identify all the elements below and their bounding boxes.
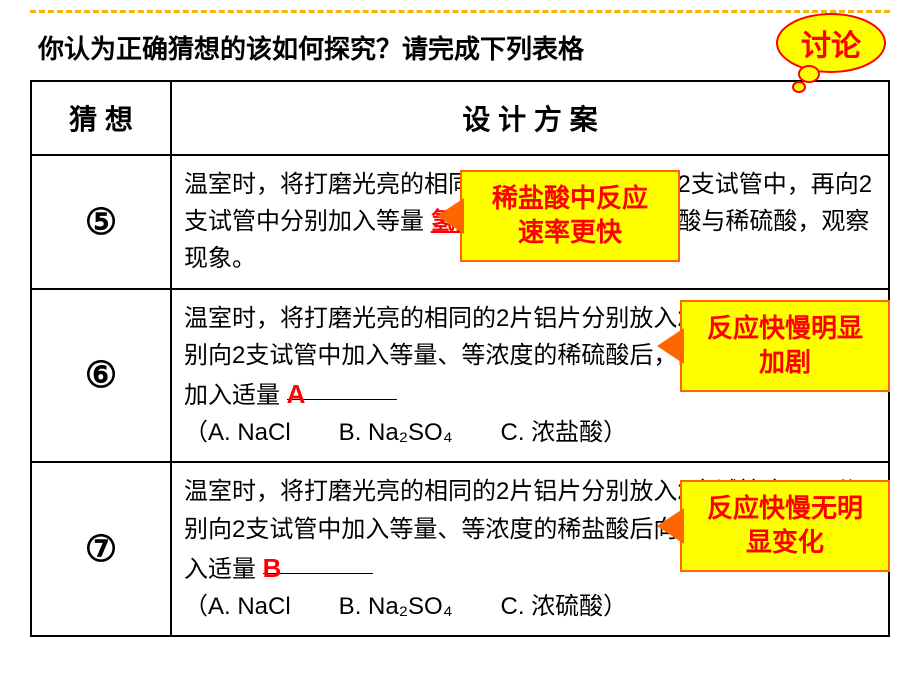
- callout-arrow-icon: [440, 200, 464, 232]
- callout-3: 反应快慢无明 显变化: [680, 480, 890, 572]
- row-num-5: ⑤: [31, 155, 171, 289]
- row-num-6: ⑥: [31, 289, 171, 463]
- header-plan: 设 计 方 案: [171, 81, 889, 155]
- table-header-row: 猜 想 设 计 方 案: [31, 81, 889, 155]
- question-row: 你认为正确猜想的该如何探究？请完成下列表格 讨论: [30, 17, 890, 80]
- row-num-7: ⑦: [31, 462, 171, 636]
- top-dashed-border: [30, 10, 890, 13]
- circled-5: ⑤: [85, 201, 117, 242]
- discuss-label: 讨论: [776, 13, 886, 73]
- callout-arrow-icon: [660, 330, 684, 362]
- callout-arrow-icon: [660, 510, 684, 542]
- plan6-options: （A. NaCl B. Na₂SO₄ C. 浓盐酸）: [184, 419, 627, 446]
- circled-7: ⑦: [85, 528, 117, 569]
- callout-1: 稀盐酸中反应 速率更快: [460, 170, 680, 262]
- header-guess: 猜 想: [31, 81, 171, 155]
- question-text: 你认为正确猜想的该如何探究？请完成下列表格: [38, 29, 584, 66]
- plan7-options: （A. NaCl B. Na₂SO₄ C. 浓硫酸）: [184, 593, 627, 620]
- callout2-line1: 反应快慢明显: [707, 314, 863, 343]
- callout-2: 反应快慢明显 加剧: [680, 300, 890, 392]
- discuss-bubble: 讨论: [776, 13, 896, 83]
- circled-6: ⑥: [85, 354, 117, 395]
- callout3-line2: 显变化: [746, 528, 824, 557]
- callout1-line1: 稀盐酸中反应: [492, 184, 648, 213]
- callout2-line2: 加剧: [759, 348, 811, 377]
- plan6-answer: A: [287, 379, 306, 409]
- plan6-blank: A: [287, 374, 397, 400]
- callout3-line1: 反应快慢无明: [707, 494, 863, 523]
- plan7-blank: B: [263, 548, 373, 574]
- plan7-answer: B: [263, 553, 282, 583]
- callout1-line2: 速率更快: [518, 218, 622, 247]
